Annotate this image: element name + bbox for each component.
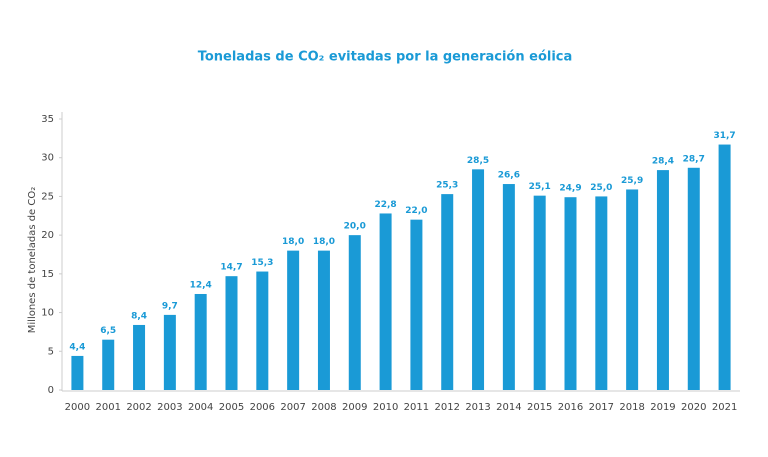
value-label: 4,4 <box>69 342 85 352</box>
x-tick-label: 2020 <box>681 402 706 413</box>
bar <box>256 271 269 390</box>
y-tick-label: 5 <box>48 346 54 357</box>
bar <box>564 197 577 390</box>
x-tick-label: 2017 <box>589 402 614 413</box>
bar <box>133 324 146 390</box>
value-label: 31,7 <box>713 131 735 141</box>
x-tick-label: 2014 <box>496 402 521 413</box>
value-label: 28,7 <box>683 154 705 164</box>
y-tick-label: 15 <box>41 269 54 280</box>
value-label: 12,4 <box>190 280 212 290</box>
bar <box>287 250 300 390</box>
bar <box>533 195 546 390</box>
y-tick-label: 0 <box>48 385 54 396</box>
x-tick-label: 2013 <box>465 402 490 413</box>
bar <box>502 184 515 390</box>
x-tick-label: 2010 <box>373 402 398 413</box>
y-tick-label: 35 <box>41 114 54 125</box>
x-tick-label: 2004 <box>188 402 213 413</box>
x-tick-label: 2008 <box>311 402 336 413</box>
bar <box>71 355 84 390</box>
bar <box>379 213 392 390</box>
chart-title: Toneladas de CO₂ evitadas por la generac… <box>198 50 573 65</box>
y-tick-label: 10 <box>41 308 54 319</box>
bar <box>410 219 423 390</box>
x-tick-label: 2002 <box>126 402 151 413</box>
value-label: 14,7 <box>220 263 242 273</box>
y-tick-label: 25 <box>41 191 54 202</box>
x-tick-label: 2005 <box>219 402 244 413</box>
bar <box>626 189 639 390</box>
y-tick-label: 20 <box>41 230 54 241</box>
bar <box>472 169 485 390</box>
value-label: 24,9 <box>559 184 581 194</box>
y-axis-label: Millones de toneladas de CO₂ <box>27 187 38 333</box>
value-label: 28,5 <box>467 156 489 166</box>
bar <box>163 314 176 390</box>
x-tick-label: 2001 <box>96 402 121 413</box>
bar <box>348 235 361 390</box>
x-tick-label: 2016 <box>558 402 583 413</box>
bar <box>687 167 700 390</box>
bar <box>194 293 207 390</box>
bar <box>656 170 669 390</box>
bar <box>595 196 608 390</box>
value-label: 22,8 <box>374 200 396 210</box>
value-label: 22,0 <box>405 206 427 216</box>
value-label: 25,1 <box>529 182 551 192</box>
bar <box>102 339 115 390</box>
x-tick-label: 2021 <box>712 402 737 413</box>
value-label: 6,5 <box>100 326 116 336</box>
value-label: 26,6 <box>498 171 520 181</box>
x-tick-label: 2015 <box>527 402 552 413</box>
x-tick-label: 2009 <box>342 402 367 413</box>
value-label: 25,0 <box>590 183 612 193</box>
value-label: 8,4 <box>131 311 147 321</box>
x-tick-label: 2012 <box>435 402 460 413</box>
value-label: 18,0 <box>313 237 335 247</box>
bar <box>225 276 238 390</box>
value-label: 28,4 <box>652 157 674 167</box>
value-label: 25,3 <box>436 181 458 191</box>
y-tick-label: 30 <box>41 153 54 164</box>
value-label: 15,3 <box>251 258 273 268</box>
x-tick-label: 2019 <box>650 402 675 413</box>
x-tick-label: 2000 <box>65 402 90 413</box>
bar <box>441 194 454 390</box>
value-label: 20,0 <box>344 222 366 232</box>
x-tick-label: 2011 <box>404 402 429 413</box>
x-tick-label: 2018 <box>619 402 644 413</box>
bar <box>317 250 330 390</box>
x-tick-label: 2006 <box>250 402 275 413</box>
value-label: 18,0 <box>282 237 304 247</box>
x-tick-label: 2007 <box>280 402 305 413</box>
value-label: 9,7 <box>162 301 178 311</box>
bar <box>718 144 731 390</box>
x-tick-label: 2003 <box>157 402 182 413</box>
value-label: 25,9 <box>621 176 643 186</box>
